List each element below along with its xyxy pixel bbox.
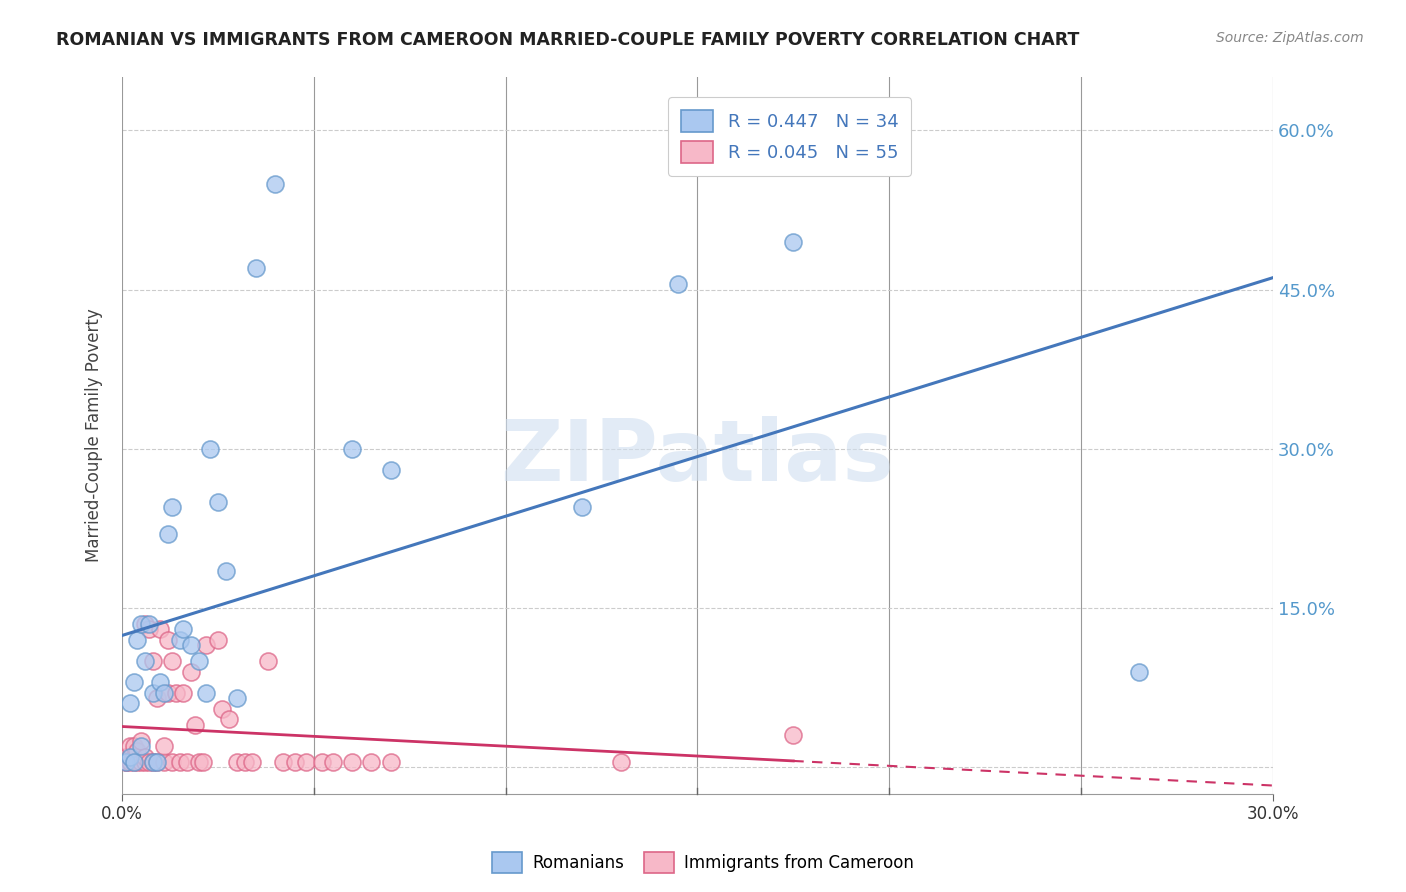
Point (145, 755, 167, 769)
Point (169, 755, 191, 769)
Point (264, 177, 287, 191)
Point (138, 755, 160, 769)
Legend: R = 0.447   N = 34, R = 0.045   N = 55: R = 0.447 N = 34, R = 0.045 N = 55 (668, 97, 911, 176)
Point (340, 442, 363, 456)
Point (153, 686, 176, 700)
Point (226, 755, 249, 769)
Point (127, 744, 149, 758)
Point (145, 691, 167, 706)
Point (115, 755, 138, 769)
Point (149, 675, 172, 690)
Point (172, 622, 194, 636)
Point (187, 654, 209, 668)
Point (127, 632, 149, 647)
Point (129, 755, 152, 769)
Point (191, 755, 214, 769)
Point (184, 717, 207, 731)
Point (115, 755, 138, 769)
Point (129, 616, 152, 631)
Point (142, 755, 165, 769)
Point (129, 739, 152, 753)
Point (134, 749, 156, 764)
Point (160, 755, 183, 769)
Point (153, 755, 176, 769)
Point (142, 686, 165, 700)
Point (142, 755, 165, 769)
Point (134, 616, 156, 631)
Point (157, 632, 180, 647)
Point (145, 755, 167, 769)
Point (138, 616, 160, 631)
Point (122, 739, 145, 753)
Point (233, 755, 256, 769)
Point (380, 463, 402, 477)
Point (129, 733, 152, 747)
Point (180, 638, 202, 652)
Point (169, 632, 191, 647)
Point (380, 755, 402, 769)
Point (245, 261, 267, 276)
Point (187, 755, 209, 769)
Point (149, 622, 172, 636)
Point (218, 713, 240, 727)
Point (122, 749, 145, 764)
Point (138, 622, 160, 636)
Point (1128, 665, 1150, 679)
Point (157, 526, 180, 541)
Point (122, 755, 145, 769)
Point (122, 675, 145, 690)
Text: ROMANIAN VS IMMIGRANTS FROM CAMEROON MARRIED-COUPLE FAMILY POVERTY CORRELATION C: ROMANIAN VS IMMIGRANTS FROM CAMEROON MAR… (56, 31, 1080, 49)
Legend: Romanians, Immigrants from Cameroon: Romanians, Immigrants from Cameroon (485, 846, 921, 880)
Point (115, 755, 138, 769)
Point (118, 749, 141, 764)
Point (180, 665, 202, 679)
Point (340, 755, 363, 769)
Point (118, 749, 141, 764)
Point (256, 654, 278, 668)
Point (207, 495, 229, 509)
Point (118, 697, 141, 711)
Point (295, 755, 318, 769)
Point (195, 638, 218, 652)
Point (160, 654, 183, 668)
Point (360, 755, 382, 769)
Point (284, 755, 307, 769)
Point (134, 654, 156, 668)
Y-axis label: Married-Couple Family Poverty: Married-Couple Family Poverty (86, 309, 103, 563)
Point (160, 500, 183, 515)
Point (242, 755, 264, 769)
Point (153, 739, 176, 753)
Point (200, 442, 222, 456)
Point (165, 686, 187, 700)
Point (115, 749, 138, 764)
Point (134, 755, 156, 769)
Point (271, 755, 294, 769)
Point (118, 755, 141, 769)
Point (195, 686, 218, 700)
Point (127, 755, 149, 769)
Point (142, 654, 165, 668)
Text: ZIPatlas: ZIPatlas (501, 416, 894, 499)
Point (176, 755, 198, 769)
Point (211, 702, 233, 716)
Point (609, 755, 631, 769)
Text: Source: ZipAtlas.com: Source: ZipAtlas.com (1216, 31, 1364, 45)
Point (226, 691, 249, 706)
Point (666, 277, 689, 292)
Point (122, 755, 145, 769)
Point (172, 686, 194, 700)
Point (207, 632, 229, 647)
Point (782, 235, 804, 249)
Point (118, 739, 141, 753)
Point (782, 728, 804, 742)
Point (322, 755, 344, 769)
Point (311, 755, 333, 769)
Point (214, 564, 236, 578)
Point (571, 500, 593, 515)
Point (157, 686, 180, 700)
